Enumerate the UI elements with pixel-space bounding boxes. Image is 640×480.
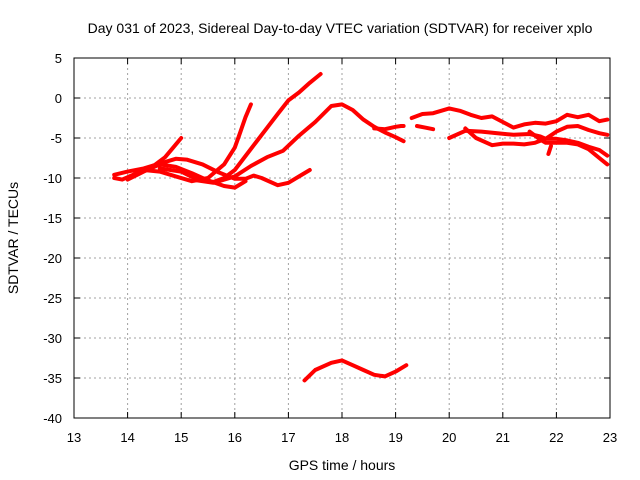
- series-track-10: [409, 106, 610, 130]
- y-tick-label: -15: [43, 211, 62, 226]
- data-series: [112, 72, 610, 383]
- y-tick-label: 5: [55, 51, 62, 66]
- y-tick-label: -30: [43, 331, 62, 346]
- series-track-6: [195, 102, 406, 185]
- x-tick-label: 21: [496, 430, 510, 445]
- x-tick-label: 13: [67, 430, 81, 445]
- series-track-11: [447, 124, 610, 141]
- x-tick-label: 18: [335, 430, 349, 445]
- series-track-9: [415, 124, 436, 132]
- series-track-5: [157, 72, 323, 184]
- y-tick-label: -25: [43, 291, 62, 306]
- x-tick-label: 19: [388, 430, 402, 445]
- x-tick-label: 17: [281, 430, 295, 445]
- grid: [74, 58, 610, 418]
- series-track-14: [546, 144, 553, 156]
- x-axis-label: GPS time / hours: [289, 457, 396, 473]
- y-tick-label: 0: [55, 91, 62, 106]
- x-tick-label: 15: [174, 430, 188, 445]
- series-track-8: [372, 124, 406, 132]
- x-tick-label: 14: [120, 430, 134, 445]
- y-tick-label: -40: [43, 411, 62, 426]
- series-track-13: [527, 129, 610, 167]
- y-tick-label: -5: [50, 131, 62, 146]
- series-track-7: [302, 358, 409, 383]
- chart-title: Day 031 of 2023, Sidereal Day-to-day VTE…: [88, 20, 593, 36]
- x-tick-label: 16: [228, 430, 242, 445]
- y-tick-label: -20: [43, 251, 62, 266]
- series-track-4: [141, 102, 253, 184]
- x-tick-label: 20: [442, 430, 456, 445]
- y-tick-label: -10: [43, 171, 62, 186]
- x-tick-label: 23: [603, 430, 617, 445]
- y-tick-label: -35: [43, 371, 62, 386]
- axis-ticks: 13 14 15 16 17 18 19 20 21 22 23 5 0 -5 -10 -15 -20 -25 -3…: [43, 51, 617, 445]
- x-tick-label: 22: [549, 430, 563, 445]
- y-axis-label: SDTVAR / TECUs: [5, 182, 21, 294]
